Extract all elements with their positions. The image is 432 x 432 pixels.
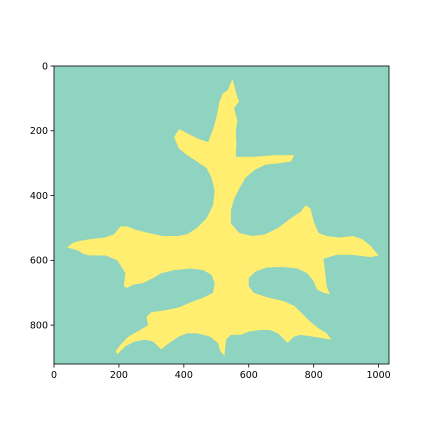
x-tick-label: 0: [51, 370, 57, 381]
x-tick-label: 1000: [367, 370, 391, 381]
x-tick-label: 400: [175, 370, 193, 381]
y-tick-label: 800: [30, 320, 48, 331]
y-tick-label: 400: [30, 191, 48, 202]
y-tick-label: 0: [42, 61, 48, 72]
x-tick-label: 200: [110, 370, 128, 381]
y-tick-label: 200: [30, 126, 48, 137]
y-tick-label: 600: [30, 256, 48, 267]
x-tick-label: 800: [305, 370, 323, 381]
x-tick-label: 600: [240, 370, 258, 381]
y-axis: 0 200 400 600 800: [30, 61, 54, 331]
x-axis: 0 200 400 600 800 1000: [51, 364, 391, 381]
